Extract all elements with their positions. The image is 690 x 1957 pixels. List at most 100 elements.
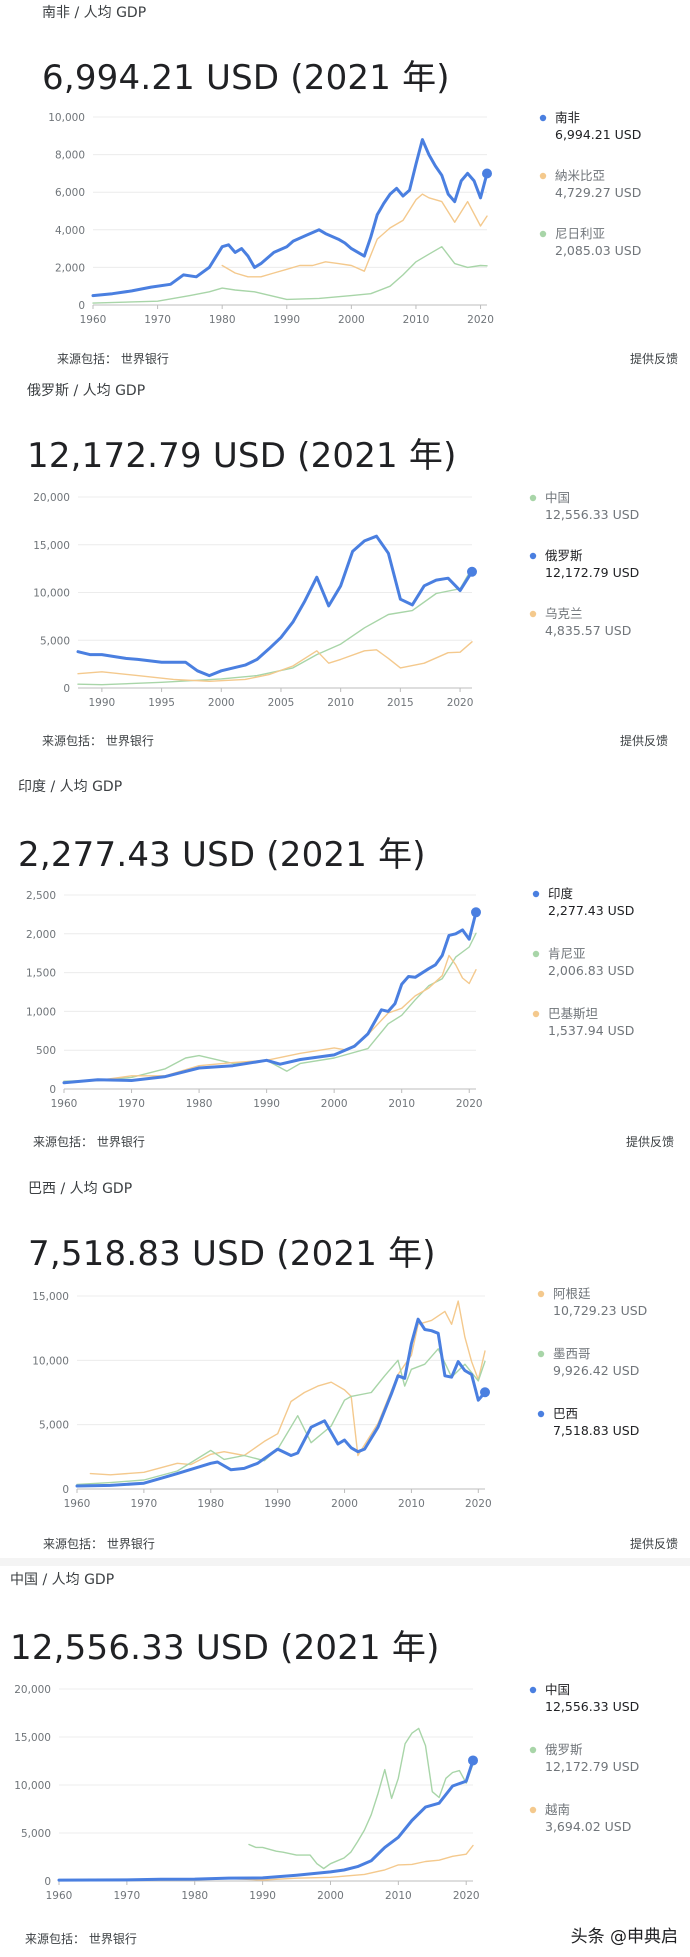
x-tick-label: 1990 (264, 1498, 291, 1510)
x-tick-label: 2000 (321, 1098, 348, 1110)
y-tick-label: 10,000 (33, 588, 70, 600)
series-line (76, 1348, 486, 1486)
legend-value: 12,556.33 USD (545, 1699, 639, 1714)
y-tick-label: 10,000 (14, 1780, 51, 1792)
x-tick-label: 2020 (465, 1498, 492, 1510)
legend-value: 7,518.83 USD (553, 1423, 639, 1438)
y-tick-label: 1,500 (26, 968, 56, 980)
gdp-chart[interactable]: 0 2,000 4,000 6,000 8,000 10,000 1960 1970 1980 1… (0, 0, 690, 345)
feedback-link[interactable]: 提供反馈 (626, 1135, 675, 1149)
x-tick-label: 2020 (467, 314, 494, 326)
legend-name: 俄罗斯 (545, 1742, 583, 1757)
legend-name: 納米比亞 (555, 168, 605, 183)
x-tick-label: 1990 (273, 314, 300, 326)
legend-value: 2,006.83 USD (548, 963, 634, 978)
x-tick-label: 2000 (331, 1498, 358, 1510)
source-label[interactable]: 来源包括： 世界银行 (25, 1932, 137, 1946)
y-tick-label: 2,000 (55, 262, 85, 274)
x-tick-label: 1960 (64, 1498, 91, 1510)
y-tick-label: 500 (36, 1045, 56, 1057)
series-line (227, 1844, 474, 1881)
breadcrumb[interactable]: 印度 / 人均 GDP (18, 779, 123, 795)
x-tick-label: 1990 (253, 1098, 280, 1110)
legend-value: 12,172.79 USD (545, 1759, 639, 1774)
breadcrumb[interactable]: 巴西 / 人均 GDP (28, 1181, 133, 1197)
legend-marker (532, 950, 540, 958)
legend-marker (537, 1410, 545, 1418)
y-tick-label: 10,000 (32, 1355, 69, 1367)
y-tick-label: 20,000 (33, 492, 70, 504)
legend-marker (537, 1290, 545, 1298)
breadcrumb[interactable]: 中国 / 人均 GDP (10, 1572, 115, 1588)
y-tick-label: 15,000 (32, 1291, 69, 1303)
legend-name: 南非 (555, 110, 580, 125)
breadcrumb[interactable]: 俄罗斯 / 人均 GDP (27, 383, 146, 399)
x-tick-label: 1970 (131, 1498, 158, 1510)
y-tick-label: 5,000 (21, 1828, 51, 1840)
source-label[interactable]: 来源包括： 世界银行 (42, 734, 154, 748)
legend-name: 肯尼亚 (548, 946, 586, 961)
series-line (248, 1727, 474, 1870)
y-tick-label: 0 (49, 1084, 56, 1096)
legend-marker (529, 1746, 537, 1754)
feedback-link[interactable]: 提供反馈 (620, 734, 669, 748)
gdp-chart[interactable]: 0 5,000 10,000 15,000 20,000 1960 1970 1980 1990… (0, 1566, 690, 1911)
x-tick-label: 2010 (398, 1498, 425, 1510)
x-tick-label: 1980 (181, 1890, 208, 1902)
x-tick-label: 2010 (327, 697, 354, 709)
gdp-chart[interactable]: 0 500 1,000 1,500 2,000 2,500 1960 1970 1980 1990… (0, 775, 690, 1120)
feedback-link[interactable]: 提供反馈 (630, 352, 679, 366)
legend-marker (539, 230, 547, 238)
y-tick-label: 5,000 (40, 635, 70, 647)
series-end-marker (468, 1755, 478, 1766)
legend-name: 墨西哥 (553, 1346, 591, 1361)
x-tick-label: 2020 (453, 1890, 480, 1902)
series-line (91, 138, 489, 298)
y-tick-label: 1,000 (26, 1006, 56, 1018)
x-tick-label: 1970 (144, 314, 171, 326)
feedback-link[interactable]: 提供反馈 (630, 1537, 679, 1551)
legend-marker (529, 610, 537, 618)
legend-name: 中国 (545, 490, 570, 505)
gdp-chart[interactable]: 0 5,000 10,000 15,000 1960 1970 1980 1990 2000 20… (0, 1175, 690, 1520)
legend-name: 俄罗斯 (545, 548, 583, 563)
legend-marker (532, 1010, 540, 1018)
series-end-marker (471, 907, 481, 918)
x-tick-label: 1980 (209, 314, 236, 326)
x-tick-label: 2020 (447, 697, 474, 709)
headline-value: 2,277.43 USD (2021 年) (18, 835, 426, 875)
legend-name: 越南 (545, 1802, 570, 1817)
x-tick-label: 2000 (338, 314, 365, 326)
source-label[interactable]: 来源包括： 世界银行 (33, 1135, 145, 1149)
y-tick-label: 10,000 (48, 112, 85, 124)
breadcrumb[interactable]: 南非 / 人均 GDP (42, 5, 147, 21)
y-tick-label: 15,000 (33, 540, 70, 552)
x-tick-label: 1980 (197, 1498, 224, 1510)
y-tick-label: 6,000 (55, 187, 85, 199)
x-tick-label: 2010 (403, 314, 430, 326)
series-line (77, 567, 473, 686)
panel-south-africa: 南非 / 人均 GDP 6,994.21 USD (2021 年) 0 2,000… (0, 0, 690, 375)
x-tick-label: 2010 (385, 1890, 412, 1902)
series-line (89, 1300, 486, 1476)
legend-value: 12,556.33 USD (545, 507, 639, 522)
legend-name: 巴基斯坦 (548, 1006, 598, 1021)
legend-marker (529, 494, 537, 502)
series-line (62, 910, 478, 1085)
y-tick-label: 20,000 (14, 1684, 51, 1696)
x-tick-label: 1970 (118, 1098, 145, 1110)
legend-marker (529, 552, 537, 560)
panel-china: 中国 / 人均 GDP 12,556.33 USD (2021 年) 0 5,00… (0, 1566, 690, 1957)
legend-value: 4,835.57 USD (545, 623, 631, 638)
x-tick-label: 1995 (148, 697, 175, 709)
series-line (57, 1759, 475, 1882)
gdp-chart[interactable]: 0 5,000 10,000 15,000 20,000 1990 1995 2000 2005… (0, 375, 690, 720)
x-tick-label: 1960 (51, 1098, 78, 1110)
series-end-marker (482, 168, 492, 179)
legend-name: 尼日利亚 (555, 226, 605, 241)
source-label[interactable]: 来源包括： 世界银行 (43, 1537, 155, 1551)
x-tick-label: 1980 (186, 1098, 213, 1110)
source-label[interactable]: 来源包括： 世界银行 (57, 352, 169, 366)
legend-marker (537, 1350, 545, 1358)
y-tick-label: 15,000 (14, 1732, 51, 1744)
